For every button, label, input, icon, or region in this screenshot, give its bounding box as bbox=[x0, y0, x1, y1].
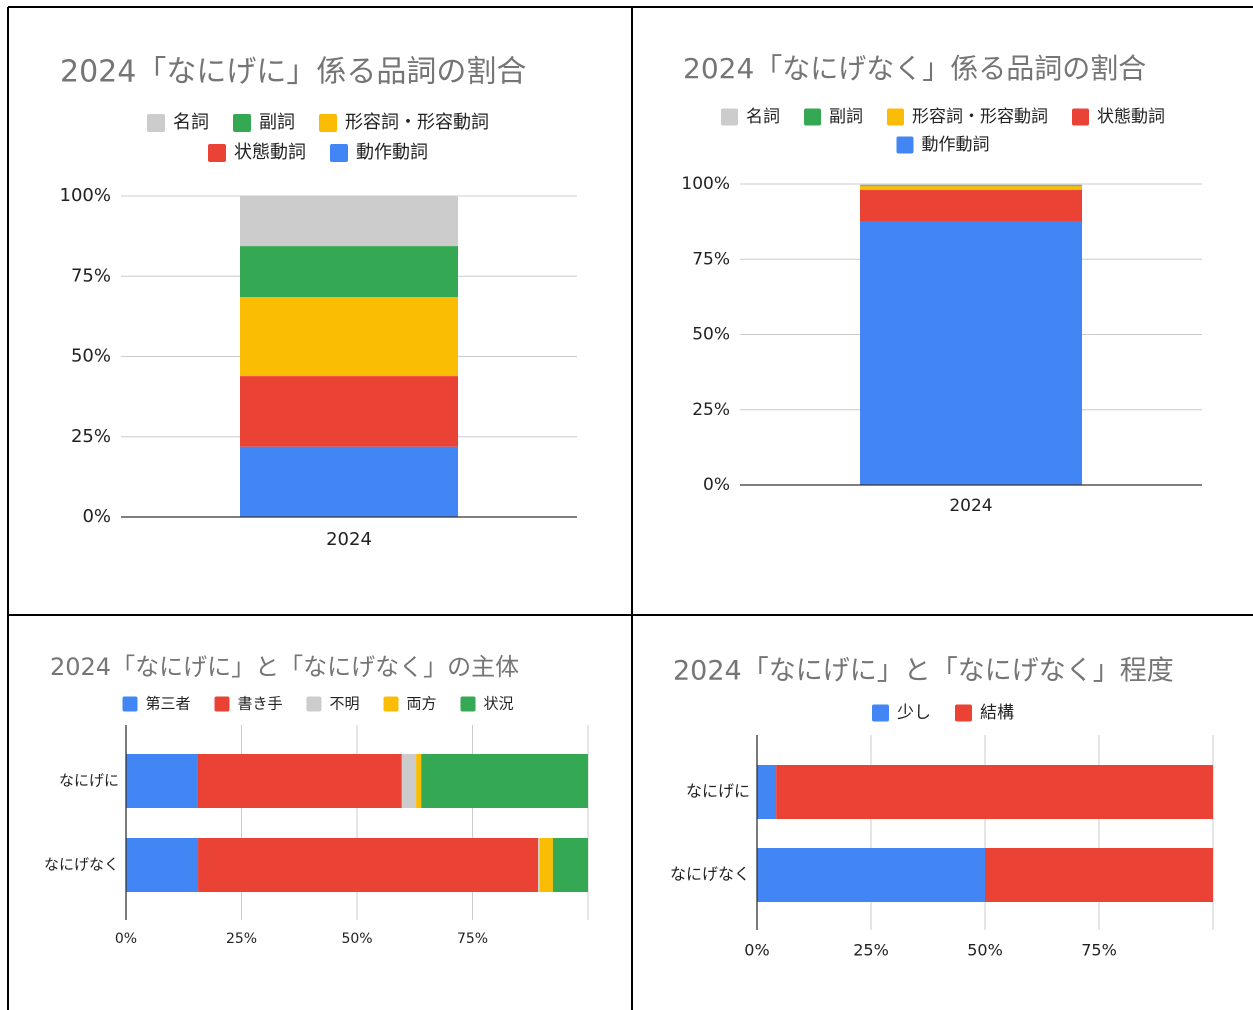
legend-swatch bbox=[721, 108, 738, 126]
legend-swatch bbox=[319, 114, 337, 132]
legend-swatch bbox=[214, 696, 230, 712]
bar-segment bbox=[240, 446, 458, 517]
chart-title: 2024「なにげに」と「なにげなく」程度 bbox=[673, 656, 1174, 687]
bar-segment bbox=[421, 754, 588, 808]
y-tick-label: 100% bbox=[681, 174, 730, 194]
bar-segment bbox=[985, 848, 1213, 902]
chart-title: 2024「なにげなく」係る品詞の割合 bbox=[683, 52, 1146, 85]
chart-title: 2024「なにげに」と「なにげなく」の主体 bbox=[50, 653, 519, 681]
y-category-label: なにげに bbox=[686, 782, 750, 801]
bar-segment bbox=[126, 754, 198, 808]
legend-label: 結構 bbox=[980, 703, 1014, 723]
x-tick-label: 75% bbox=[457, 931, 488, 947]
legend-label: 動作動詞 bbox=[922, 135, 990, 155]
bar-segment bbox=[860, 184, 1082, 186]
legend-label: 副詞 bbox=[259, 112, 295, 133]
legend-swatch bbox=[233, 114, 251, 132]
y-tick-label: 75% bbox=[71, 265, 111, 286]
legend-label: 動作動詞 bbox=[356, 142, 428, 163]
legend-swatch bbox=[955, 704, 972, 722]
legend-swatch bbox=[306, 696, 322, 712]
legend-label: 書き手 bbox=[238, 695, 283, 713]
bar-segment bbox=[240, 196, 458, 247]
legend-label: 副詞 bbox=[829, 107, 863, 127]
legend-label: 状態動詞 bbox=[1097, 107, 1165, 127]
y-tick-label: 25% bbox=[71, 426, 111, 447]
bar-segment bbox=[757, 848, 985, 902]
bar-segment bbox=[401, 754, 417, 808]
x-tick-label: 0% bbox=[744, 941, 769, 960]
legend-swatch bbox=[208, 144, 226, 162]
legend-swatch bbox=[872, 704, 889, 722]
x-tick-label: 25% bbox=[226, 931, 257, 947]
legend-swatch bbox=[460, 696, 476, 712]
legend-label: 両方 bbox=[407, 695, 437, 713]
bar-segment bbox=[126, 838, 199, 892]
bar-segment bbox=[538, 838, 540, 892]
bar-segment bbox=[552, 838, 588, 892]
bar-segment bbox=[860, 185, 1082, 187]
legend-swatch bbox=[383, 696, 399, 712]
legend-label: 名詞 bbox=[746, 107, 780, 127]
legend-swatch bbox=[1072, 108, 1089, 126]
x-tick-label: 50% bbox=[341, 931, 372, 947]
legend-label: 第三者 bbox=[146, 695, 191, 713]
bar-segment bbox=[240, 246, 458, 298]
y-tick-label: 50% bbox=[71, 346, 111, 367]
bar-segment bbox=[860, 186, 1082, 191]
legend-swatch bbox=[896, 136, 914, 154]
legend-swatch bbox=[122, 696, 138, 712]
y-category-label: なにげに bbox=[59, 772, 119, 790]
legend-label: 形容詞・形容動詞 bbox=[912, 107, 1048, 127]
legend-swatch bbox=[330, 144, 348, 162]
y-category-label: なにげなく bbox=[44, 856, 119, 874]
x-tick-label: 75% bbox=[1081, 941, 1117, 960]
legend-label: 不明 bbox=[330, 695, 360, 713]
bar-segment bbox=[757, 765, 777, 819]
y-category-label: なにげなく bbox=[670, 865, 750, 884]
legend-swatch bbox=[804, 108, 821, 126]
bar-segment bbox=[198, 838, 539, 892]
bar-segment bbox=[776, 765, 1213, 819]
legend-label: 少し bbox=[897, 703, 931, 723]
bar-segment bbox=[416, 754, 422, 808]
y-tick-label: 100% bbox=[60, 185, 111, 206]
bar-segment bbox=[197, 754, 402, 808]
x-tick-label: 2024 bbox=[326, 529, 372, 550]
bar-segment bbox=[240, 376, 458, 447]
legend-label: 名詞 bbox=[173, 112, 209, 133]
y-tick-label: 0% bbox=[82, 506, 111, 527]
x-tick-label: 2024 bbox=[949, 496, 992, 516]
y-tick-label: 50% bbox=[692, 325, 730, 345]
bar-segment bbox=[539, 838, 553, 892]
legend-label: 状態動詞 bbox=[234, 142, 306, 163]
x-tick-label: 50% bbox=[967, 941, 1003, 960]
bar-segment bbox=[860, 190, 1082, 222]
bar-segment bbox=[860, 221, 1082, 485]
x-tick-label: 0% bbox=[115, 931, 137, 947]
legend-label: 形容詞・形容動詞 bbox=[345, 112, 489, 133]
chart-title: 2024「なにげに」係る品詞の割合 bbox=[60, 55, 526, 90]
legend-swatch bbox=[887, 108, 904, 126]
y-tick-label: 25% bbox=[692, 400, 730, 420]
legend-label: 状況 bbox=[484, 695, 514, 713]
bar-segment bbox=[240, 297, 458, 377]
x-tick-label: 25% bbox=[853, 941, 889, 960]
y-tick-label: 75% bbox=[692, 249, 730, 269]
legend-swatch bbox=[147, 114, 165, 132]
y-tick-label: 0% bbox=[703, 475, 730, 495]
